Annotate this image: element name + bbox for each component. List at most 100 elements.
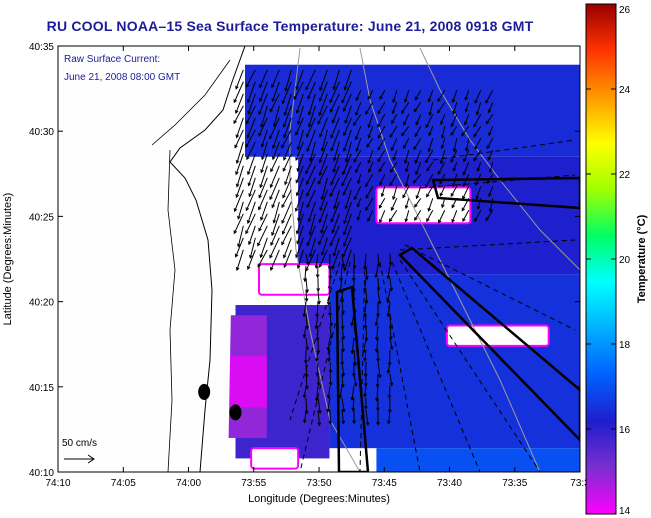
current-vector-head [282,123,287,128]
current-vector [377,253,380,267]
current-vector [437,90,446,102]
current-vector-head [270,266,274,271]
current-vector [233,105,244,124]
current-vector-head [341,408,346,413]
current-vector-head [318,112,322,117]
current-vector-head [271,84,275,89]
current-vector-head [462,171,467,176]
current-vector [319,141,328,163]
current-vector-head [272,145,276,150]
current-vector [272,129,280,149]
current-vector-head [327,286,332,291]
current-vector [343,129,352,152]
current-vector [405,210,410,222]
current-vector [462,186,470,199]
current-vector-head [415,195,420,200]
current-vector [317,165,328,185]
current-vector [389,174,398,186]
current-vector [343,201,352,224]
x-tick-label: 73:55 [241,478,266,489]
current-vector-head [342,171,346,176]
current-vector [317,289,320,304]
current-vector-head [295,157,299,162]
current-vector-head [342,107,347,112]
current-vector-head [235,160,240,165]
current-vector-head [439,160,444,165]
current-vector [441,138,446,149]
current-vector [474,210,482,222]
current-vector-head [355,111,359,117]
current-vector [364,301,367,317]
current-vector [296,225,304,244]
current-vector-head [462,218,466,223]
current-vector [269,177,280,200]
current-vector-head [404,205,409,210]
cloud-mask [445,324,550,347]
current-vector-head [367,96,372,101]
current-vector [245,213,256,234]
current-vector [315,313,319,329]
current-vector [352,397,355,411]
current-vector [405,174,410,187]
current-vector-head [473,133,477,138]
current-vector [413,173,422,184]
current-vector [438,210,446,223]
current-vector-head [305,133,310,138]
current-vector-head [485,217,489,222]
current-vector-head [403,121,407,126]
current-vector-head [475,195,480,200]
current-vector-head [488,193,492,198]
current-vector-head [327,358,331,363]
current-vector-head [350,322,355,327]
current-vector-head [258,194,262,199]
current-vector [401,102,410,114]
current-vector-head [341,348,346,353]
current-vector-head [330,181,334,186]
current-vector [368,114,374,128]
current-vector-head [415,121,419,126]
current-vector [236,141,244,164]
land-mass [58,46,245,472]
current-vector [246,69,256,87]
current-vector [316,349,319,362]
coastline-inner [167,149,176,472]
current-vector [341,81,352,103]
current-vector [305,337,308,350]
current-vector-head [392,196,396,201]
current-vector [316,301,319,317]
current-vector [428,90,434,102]
current-vector-head [246,266,251,271]
current-vector [247,249,256,270]
current-vector-head [476,167,481,172]
current-vector-head [269,184,274,189]
current-vector-head [353,382,358,387]
current-vector-head [378,168,382,173]
current-vector [341,313,344,329]
current-vector [367,150,374,163]
current-vector [353,253,356,269]
current-vector-head [342,231,347,236]
x-tick-label: 73:3 [570,478,590,489]
y-tick-label: 40:25 [29,212,54,223]
current-vector [342,177,352,195]
current-vector [441,198,446,208]
current-vector-head [315,337,320,342]
current-vector-head [260,123,264,128]
current-vector [306,177,316,197]
current-vector [378,198,386,209]
current-vector [351,337,355,354]
current-vector-head [319,207,323,212]
current-vector-head [257,263,261,268]
current-vector [271,189,280,208]
current-vector [297,129,304,150]
current-vector-head [307,218,312,223]
current-vector [357,174,362,184]
current-vector-head [295,230,300,235]
current-vector [318,93,328,116]
current-vector-head [452,148,457,153]
current-vector [281,201,292,224]
current-vector [297,153,304,172]
current-vector-head [305,346,310,351]
current-vector-head [386,313,391,318]
current-vector [235,93,244,114]
